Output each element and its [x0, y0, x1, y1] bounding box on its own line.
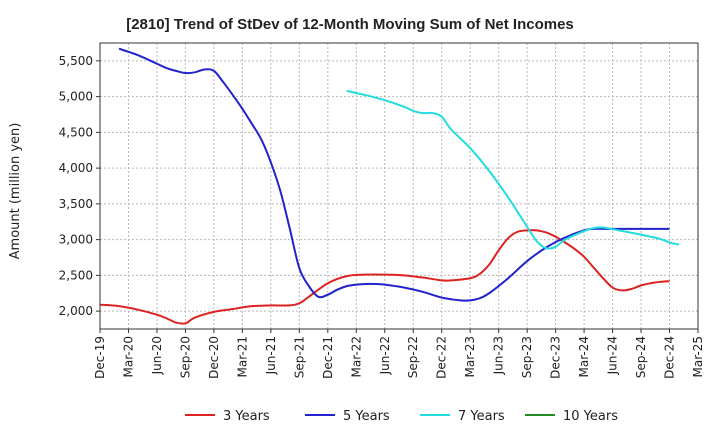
x-tick-label: Jun-22	[378, 336, 392, 375]
y-tick-label: 3,500	[59, 197, 93, 211]
x-tick-label: Mar-20	[121, 336, 135, 377]
y-tick-label: 5,500	[59, 54, 93, 68]
x-tick-label: Jun-23	[492, 336, 506, 375]
series-line-3-years	[99, 229, 670, 325]
x-tick-label: Mar-22	[349, 336, 363, 377]
x-tick-label: Sep-21	[292, 336, 306, 378]
x-tick-label: Dec-24	[663, 336, 677, 379]
y-tick-label: 2,500	[59, 268, 93, 282]
chart-title: [2810] Trend of StDev of 12-Month Moving…	[126, 16, 574, 33]
x-tick-label: Mar-25	[691, 336, 705, 377]
legend-label-3-years: 3 Years	[223, 409, 270, 424]
x-tick-label: Dec-22	[435, 336, 449, 379]
legend-label-7-years: 7 Years	[458, 409, 505, 424]
x-tick-label: Jun-21	[264, 336, 278, 375]
x-axis-ticks: Dec-19 Mar-20 Jun-20 Sep-20 Dec-20 Mar-21 Jun-…	[93, 329, 705, 379]
x-tick-label: Mar-24	[577, 336, 591, 377]
legend: 3 Years 5 Years 7 Years 10 Years	[185, 409, 618, 424]
legend-label-5-years: 5 Years	[343, 409, 390, 424]
series-line-7-years	[346, 89, 680, 250]
series-lines	[99, 47, 680, 325]
y-axis-ticks: 2,000 2,500 3,000 3,500 4,000 4,500 5,000 5,500	[59, 54, 100, 318]
legend-label-10-years: 10 Years	[563, 409, 618, 424]
y-tick-label: 5,000	[59, 90, 93, 104]
y-tick-label: 4,000	[59, 161, 93, 175]
x-tick-label: Sep-24	[634, 336, 648, 378]
x-tick-label: Sep-23	[520, 336, 534, 378]
x-tick-label: Sep-20	[178, 336, 192, 378]
series-line-5-years	[118, 47, 670, 302]
x-tick-label: Dec-20	[207, 336, 221, 379]
x-tick-label: Mar-23	[463, 336, 477, 377]
x-tick-label: Dec-23	[549, 336, 563, 379]
x-tick-label: Mar-21	[235, 336, 249, 377]
x-tick-label: Dec-19	[93, 336, 107, 379]
x-tick-label: Jun-24	[606, 336, 620, 375]
y-tick-label: 4,500	[59, 125, 93, 139]
x-tick-label: Dec-21	[321, 336, 335, 379]
x-tick-label: Jun-20	[150, 336, 164, 375]
y-tick-label: 2,000	[59, 304, 93, 318]
y-tick-label: 3,000	[59, 233, 93, 247]
x-tick-label: Sep-22	[406, 336, 420, 378]
plot-frame	[99, 42, 699, 330]
y-axis-label: Amount (million yen)	[8, 123, 23, 260]
